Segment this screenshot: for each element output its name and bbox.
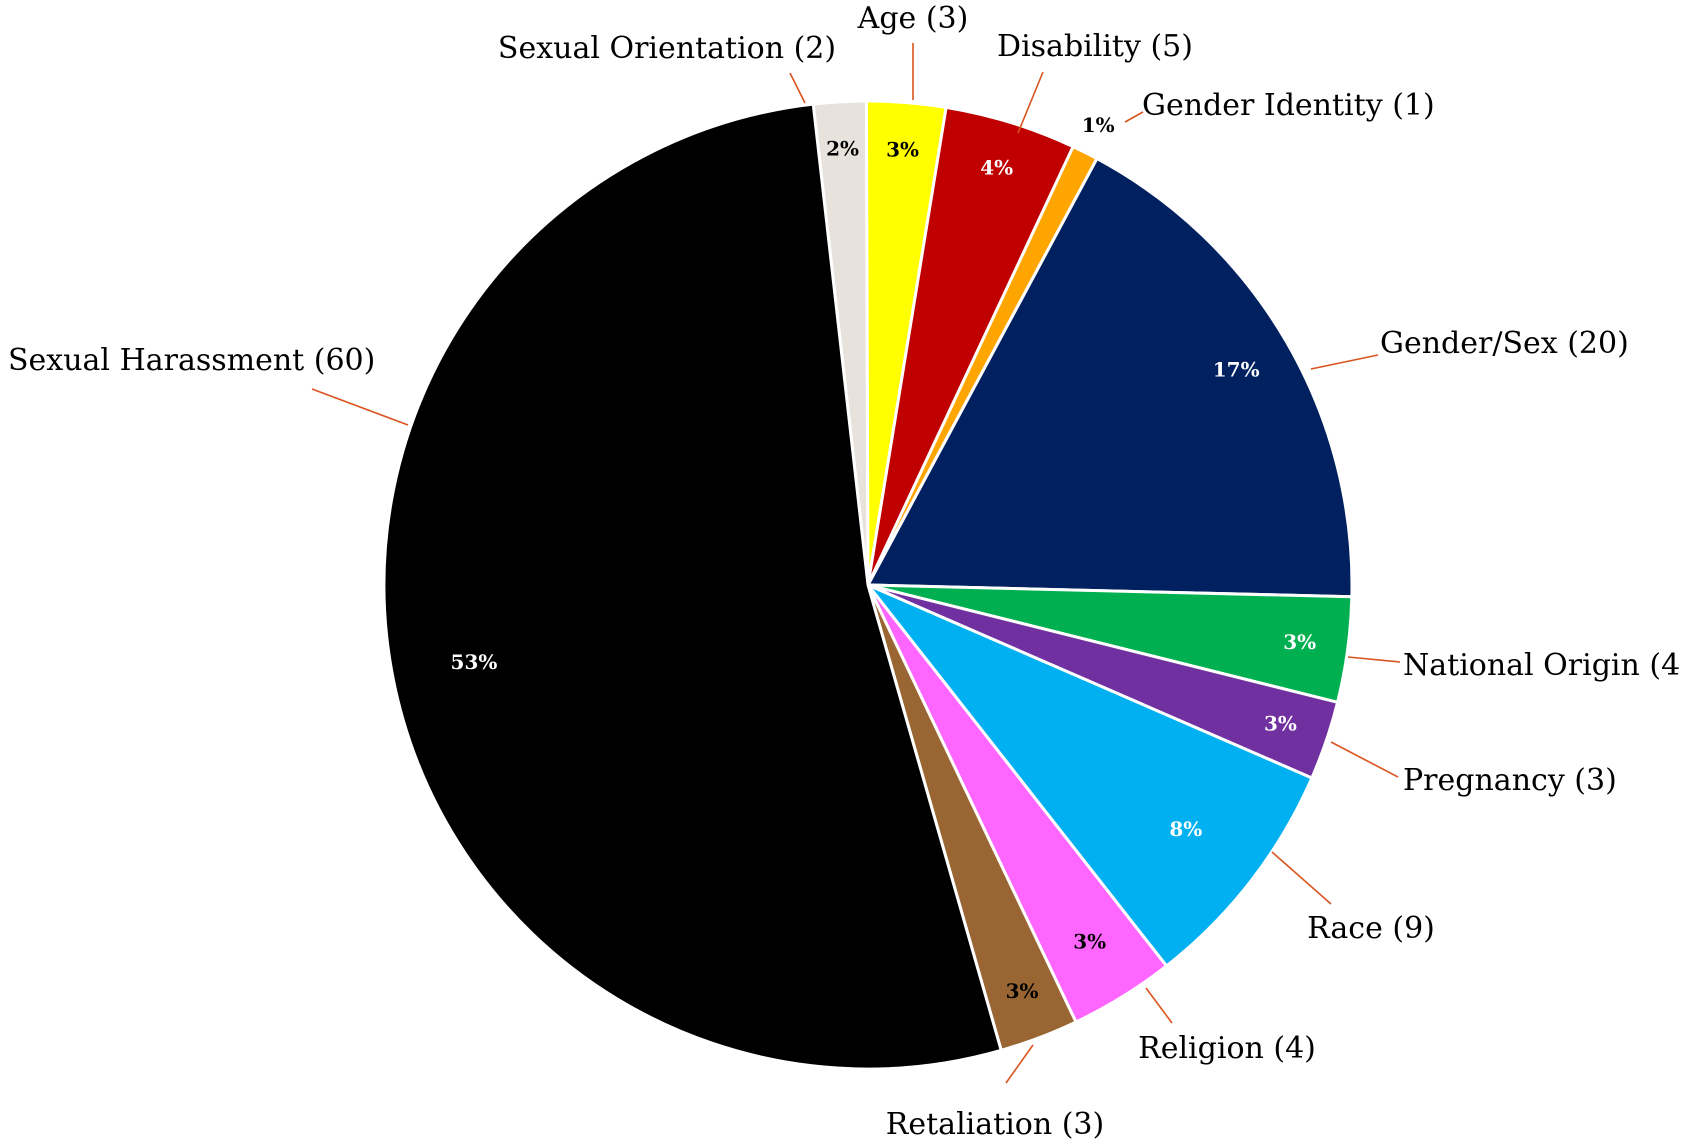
pie-slice-race	[866, 583, 1314, 968]
pie-slices	[382, 99, 1354, 1071]
leader-line	[1017, 71, 1044, 134]
percent-label: 3%	[1073, 930, 1106, 954]
percent-label: 1%	[1082, 113, 1115, 137]
percent-label: 3%	[1264, 712, 1297, 736]
category-label: National Origin (4)	[1403, 648, 1681, 683]
leader-line	[1347, 656, 1401, 663]
percent-label: 17%	[1213, 357, 1260, 381]
leader-line	[1310, 354, 1379, 370]
percent-label: 53%	[451, 650, 498, 674]
percent-label: 3%	[1283, 630, 1316, 654]
leader-line	[1330, 741, 1399, 778]
category-label: Retaliation (3)	[886, 1107, 1104, 1141]
category-label: Gender/Sex (20)	[1380, 326, 1629, 361]
percent-labels: 2% 3% 4% 1% 17% 3% 3% 8% 3% 3% 53%	[451, 113, 1317, 1003]
percent-label: 8%	[1169, 817, 1202, 841]
percent-label: 3%	[1006, 979, 1039, 1003]
leader-line	[1124, 111, 1144, 123]
category-label: Race (9)	[1307, 911, 1435, 946]
leader-line	[1145, 987, 1173, 1024]
category-label: Disability (5)	[997, 29, 1193, 64]
category-label: Religion (4)	[1138, 1031, 1316, 1066]
category-label: Sexual Orientation (2)	[498, 31, 836, 66]
leader-line	[1005, 1044, 1034, 1084]
percent-label: 4%	[980, 155, 1013, 179]
category-label: Gender Identity (1)	[1142, 88, 1435, 123]
category-labels: Sexual Orientation (2) Age (3) Disability …	[8, 1, 1681, 1141]
pie-slice-gender-sex	[866, 157, 1354, 599]
leader-line	[311, 388, 409, 426]
leader-line	[789, 72, 806, 104]
category-label: Sexual Harassment (60)	[8, 343, 375, 378]
leader-lines	[311, 43, 1401, 1084]
percent-label: 3%	[886, 137, 919, 161]
category-label: Age (3)	[857, 1, 969, 36]
category-label: Pregnancy (3)	[1403, 763, 1617, 798]
leader-line	[1271, 851, 1332, 905]
pie-slice-sexual-harassment	[382, 102, 1003, 1071]
percent-label: 2%	[826, 137, 859, 161]
